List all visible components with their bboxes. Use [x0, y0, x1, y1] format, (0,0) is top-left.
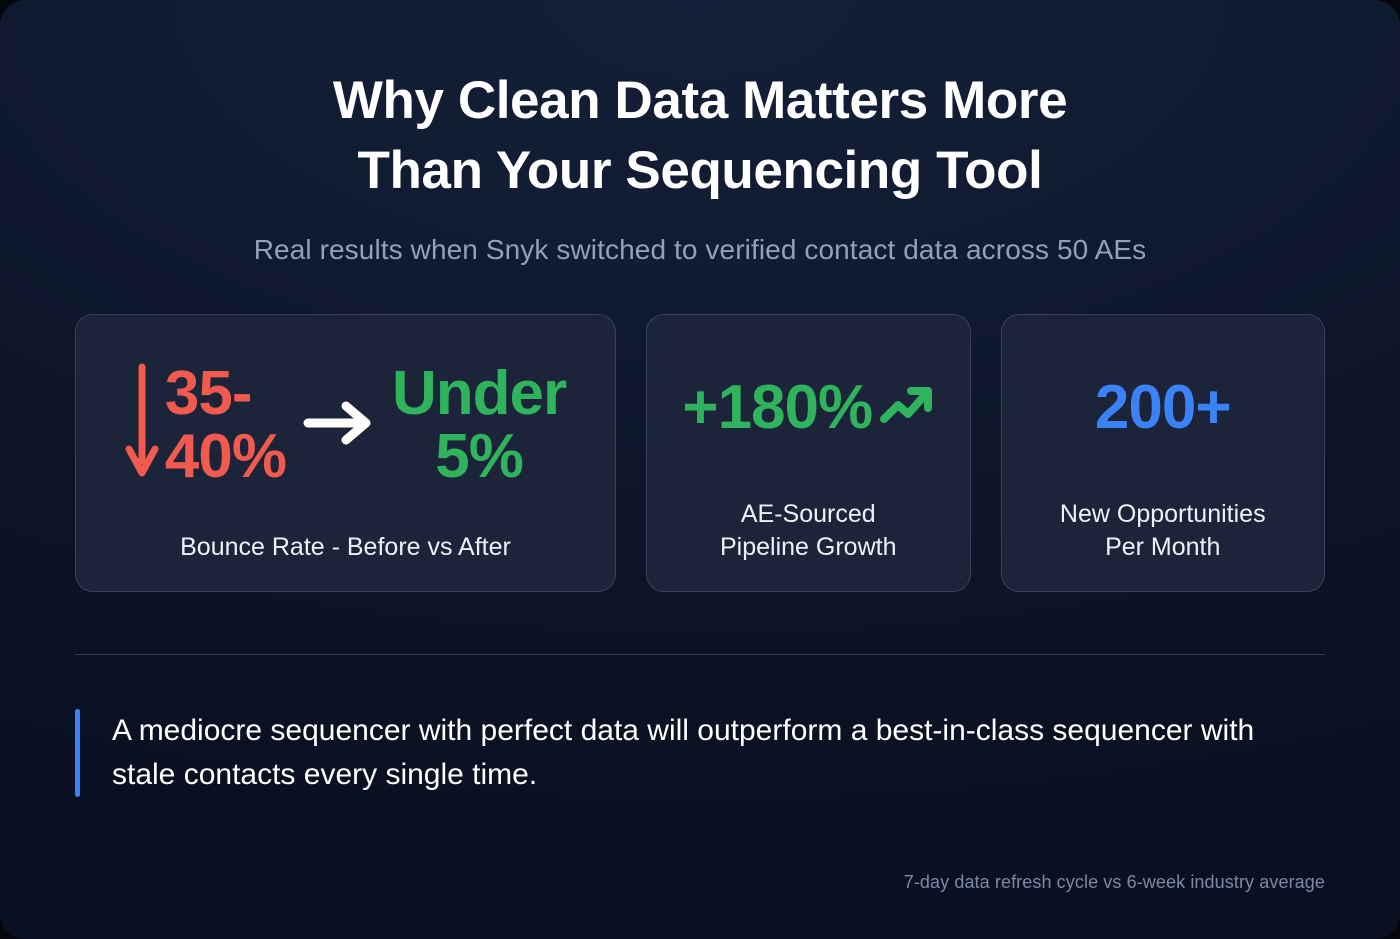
stat-value-row: 200+ [1094, 341, 1232, 476]
stat-value-row: +180% [682, 341, 934, 476]
header: Why Clean Data Matters More Than Your Se… [75, 0, 1325, 267]
quote-block: A mediocre sequencer with perfect data w… [75, 708, 1325, 797]
stat-card-pipeline-growth: +180% AE-Sourced Pipeline Growth [646, 313, 971, 592]
before-group: 35- 40% [125, 358, 287, 492]
arrow-right-icon [302, 395, 376, 456]
quote-text: A mediocre sequencer with perfect data w… [112, 713, 1255, 791]
stat-card-label: New Opportunities Per Month [1059, 499, 1266, 562]
stat-value: 200+ [1094, 373, 1232, 443]
page-subtitle: Real results when Snyk switched to verif… [253, 233, 1147, 265]
before-after-comparison: 35- 40% Under 5% [96, 341, 595, 510]
stat-card-list: 35- 40% Under 5% Bounce Rate - Before vs… [75, 313, 1325, 592]
stat-card-label: Bounce Rate - Before vs After [180, 533, 511, 562]
footnote: 7-day data refresh cycle vs 6-week indus… [903, 872, 1325, 892]
section-divider [75, 653, 1325, 655]
before-value: 35- 40% [164, 358, 287, 492]
stat-value: +180% [682, 373, 873, 443]
stat-card-new-opportunities: 200+ New Opportunities Per Month [1000, 313, 1325, 592]
stat-card-bounce-rate: 35- 40% Under 5% Bounce Rate - Before vs… [75, 313, 616, 592]
trending-up-icon [878, 381, 934, 436]
after-value: Under 5% [391, 358, 567, 492]
arrow-down-icon [125, 361, 159, 490]
page-title: Why Clean Data Matters More Than Your Se… [332, 71, 1068, 200]
quote-accent-bar [75, 708, 80, 797]
stat-card-label: AE-Sourced Pipeline Growth [720, 499, 897, 562]
